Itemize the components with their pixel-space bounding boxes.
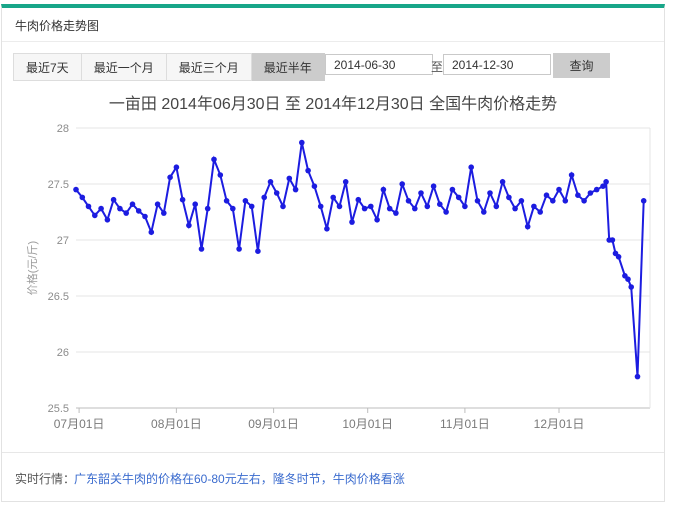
svg-text:10月01日: 10月01日 (342, 417, 393, 431)
realtime-quote-link[interactable]: 广东韶关牛肉的价格在60-80元左右，隆冬时节，牛肉价格看涨 (74, 472, 405, 486)
svg-text:25.5: 25.5 (48, 403, 69, 415)
svg-text:12月01日: 12月01日 (534, 417, 585, 431)
svg-text:07月01日: 07月01日 (54, 417, 105, 431)
svg-text:08月01日: 08月01日 (151, 417, 202, 431)
svg-text:28: 28 (57, 123, 69, 135)
svg-text:09月01日: 09月01日 (248, 417, 299, 431)
panel-title: 牛肉价格走势图 (15, 19, 100, 33)
date-range-separator: 至 (431, 60, 444, 74)
realtime-quote-label: 实时行情： (15, 472, 76, 486)
svg-text:27.5: 27.5 (48, 179, 69, 191)
svg-text:价格(元/斤): 价格(元/斤) (25, 241, 39, 295)
range-button-7days[interactable]: 最近7天 (13, 53, 82, 81)
price-trend-panel: 牛肉价格走势图 最近7天 最近一个月 最近三个月 最近半年 至 查询 一亩田 2… (1, 4, 665, 502)
chart-title: 一亩田 2014年06月30日 至 2014年12月30日 全国牛肉价格走势 (108, 96, 558, 113)
svg-text:26.5: 26.5 (48, 291, 69, 303)
svg-text:26: 26 (57, 347, 69, 359)
price-chart: 28 27.5 27 26.5 26 25.5 07月01日 08月01日 09月01日 10月0… (25, 123, 651, 431)
range-button-group: 最近7天 最近一个月 最近三个月 最近半年 (13, 53, 325, 81)
date-to-input[interactable] (443, 54, 551, 75)
svg-text:27: 27 (57, 235, 69, 247)
realtime-quote-bar: 实时行情： 广东韶关牛肉的价格在60-80元左右，隆冬时节，牛肉价格看涨 (2, 452, 664, 501)
date-from-input[interactable] (325, 54, 433, 75)
range-button-3months[interactable]: 最近三个月 (166, 53, 252, 81)
header-divider (2, 41, 664, 42)
svg-text:11月01日: 11月01日 (440, 417, 490, 431)
range-button-6months[interactable]: 最近半年 (251, 53, 325, 81)
range-button-1month[interactable]: 最近一个月 (81, 53, 167, 81)
query-button[interactable]: 查询 (553, 53, 610, 78)
